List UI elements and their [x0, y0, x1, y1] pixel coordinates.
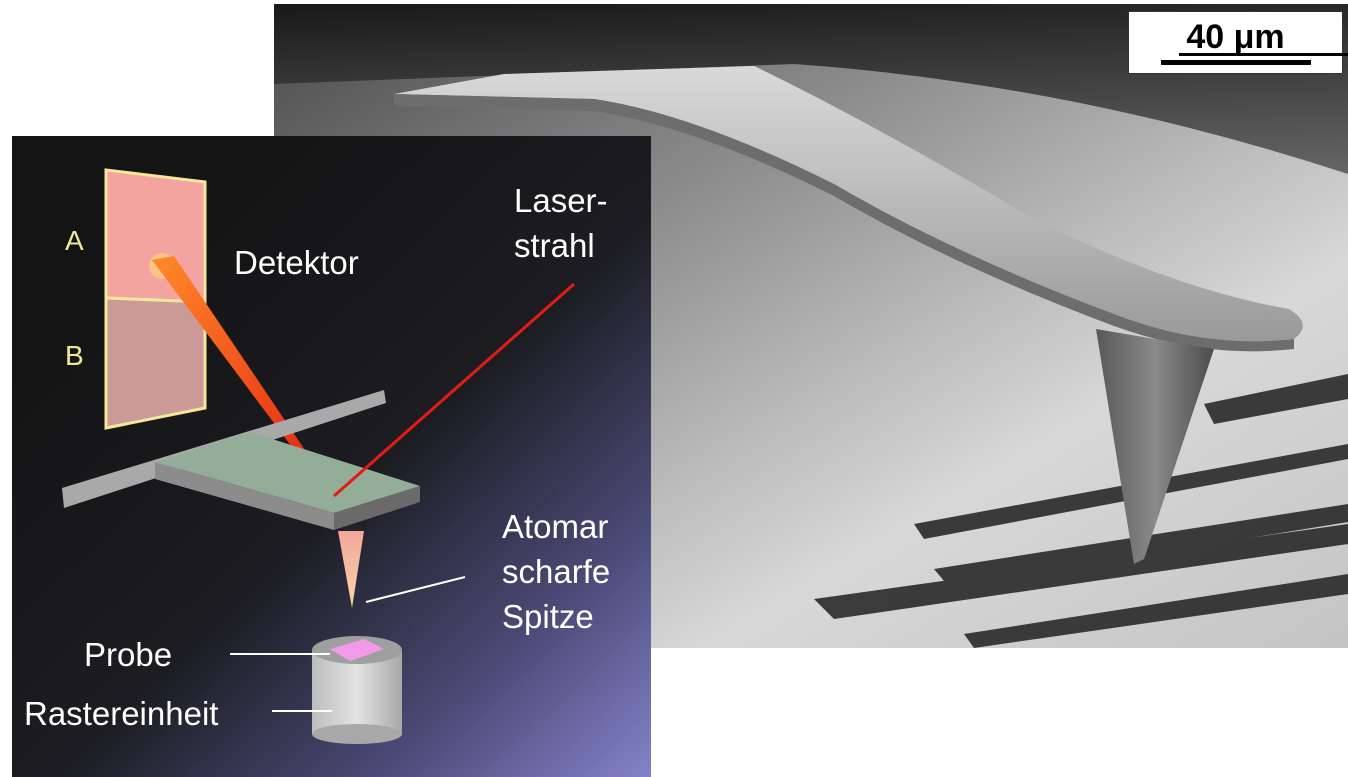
incident-laser-beam [333, 282, 575, 498]
cantilever-beam [394, 66, 1303, 342]
afm-schematic-panel [12, 136, 651, 777]
tip-label-line3: Spitze [502, 598, 594, 635]
tip-label-line2: scharfe [502, 553, 611, 590]
laser-label-line2: strahl [514, 227, 595, 264]
detector-segment-b [104, 296, 207, 430]
tip-label-line1: Atomar [502, 508, 609, 545]
photodiode-label-b: B [65, 340, 84, 371]
sem-tip [1096, 329, 1214, 564]
sample [330, 639, 384, 661]
cantilever [155, 432, 420, 513]
scanner-label: Rastereinheit [24, 695, 219, 732]
reflected-laser-beam [152, 256, 336, 498]
scale-bar-box: 40 μm [1128, 11, 1348, 74]
sample-label: Probe [84, 636, 173, 673]
tip-leader-line [365, 576, 466, 603]
laser-label-line1: Laser- [514, 182, 608, 219]
scale-bar-label: 40 μm [1186, 18, 1285, 56]
detector-label: Detektor [234, 244, 359, 281]
scale-bar-line [1161, 53, 1348, 65]
photodiode-label-a: A [65, 225, 84, 256]
atomic-tip [338, 531, 364, 608]
scale-bar-top-rule [1179, 53, 1348, 56]
